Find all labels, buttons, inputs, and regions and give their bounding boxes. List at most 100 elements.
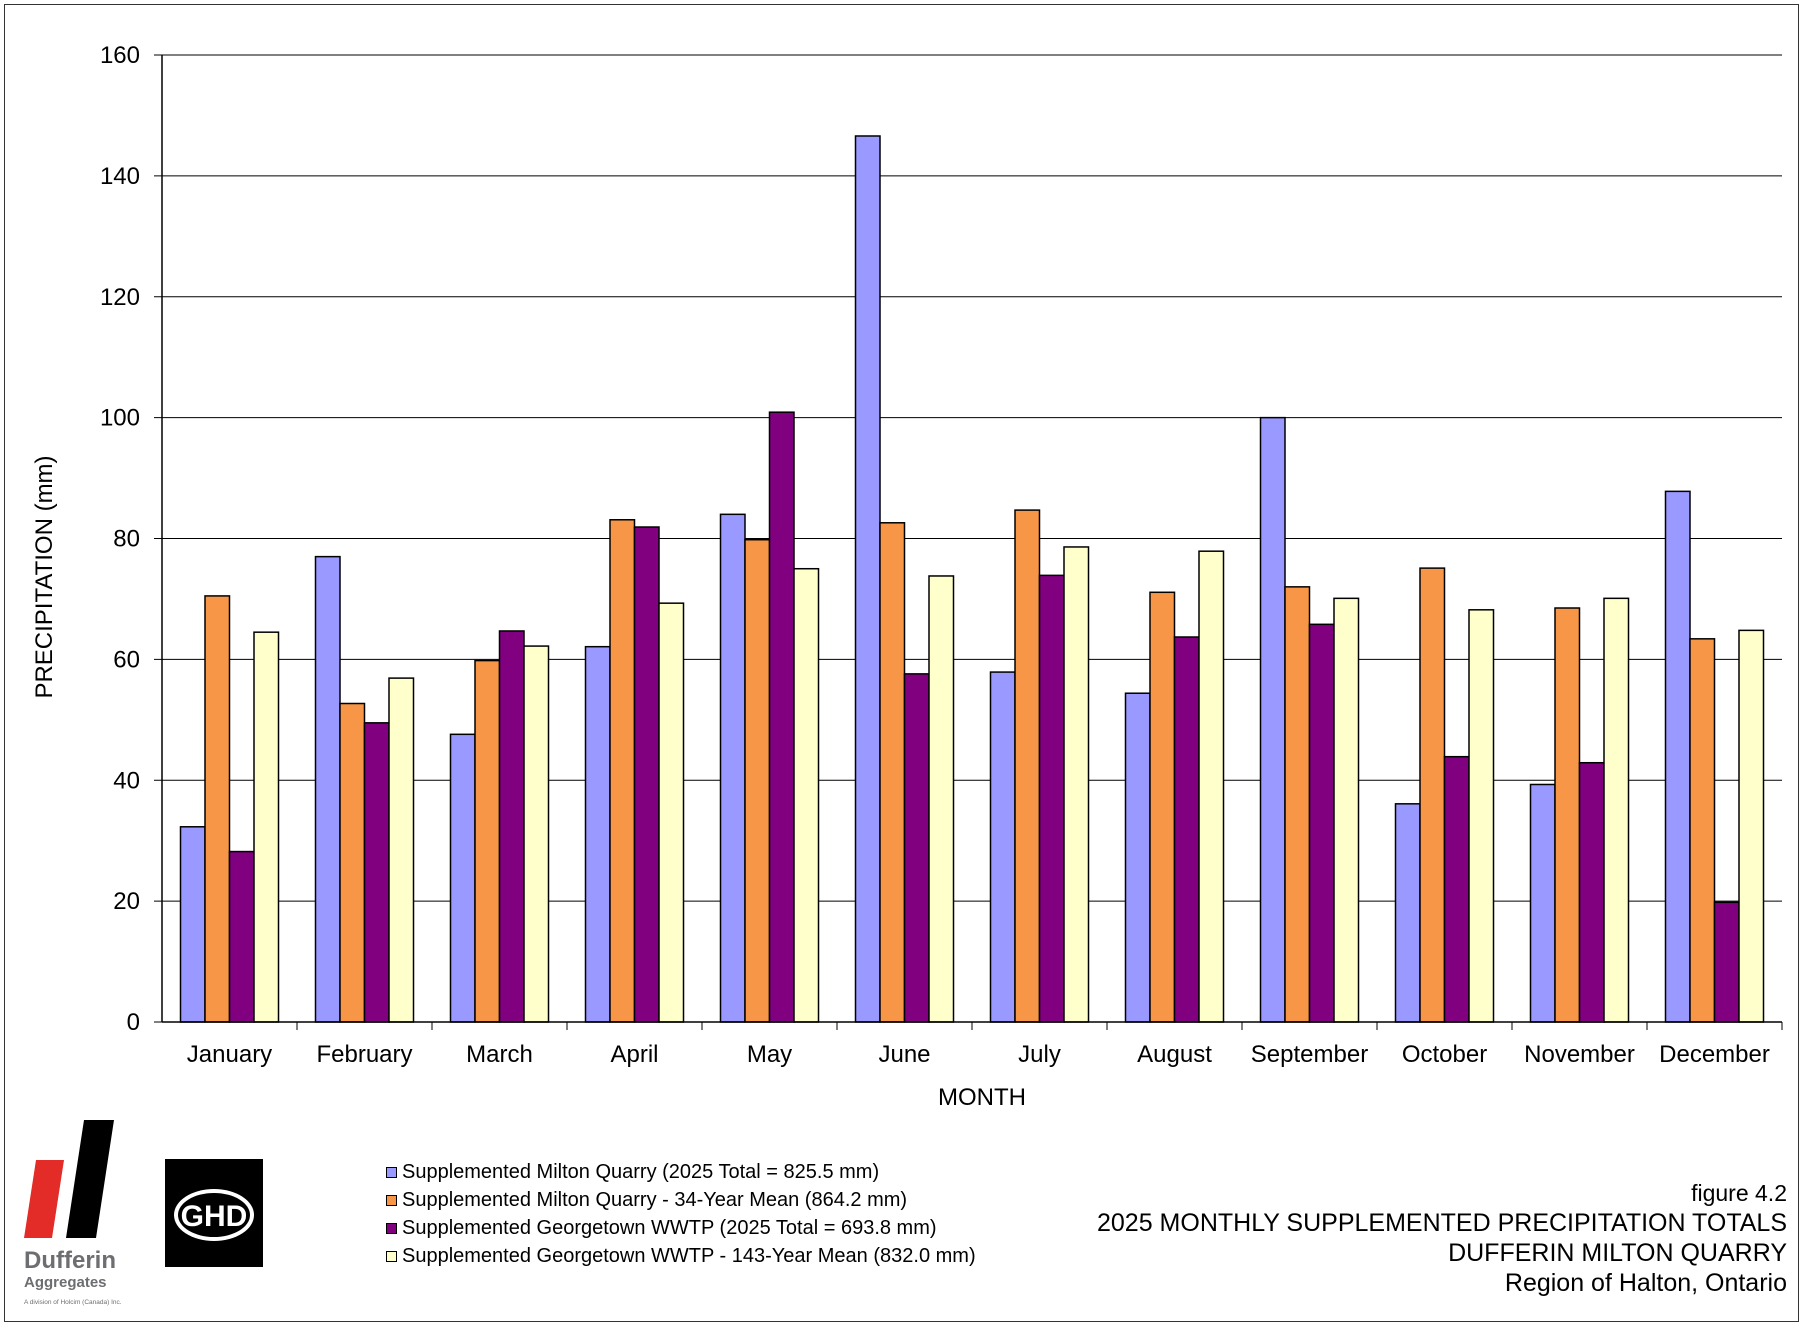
legend-item: Supplemented Milton Quarry (2025 Total =… [386, 1158, 976, 1186]
legend-swatch [386, 1194, 397, 1206]
legend-item: Supplemented Georgetown WWTP (2025 Total… [386, 1214, 976, 1242]
y-tick-label: 160 [100, 42, 140, 69]
bar [989, 671, 1016, 1023]
bar [719, 513, 746, 1023]
ghd-logo: GHD [165, 1159, 263, 1267]
legend-swatch [386, 1222, 397, 1234]
bar [204, 595, 231, 1023]
bar [1308, 623, 1335, 1023]
bar [363, 722, 390, 1023]
y-axis-label: PRECIPITATION (mm) [31, 455, 58, 698]
bar [1529, 783, 1556, 1023]
y-tick-label: 20 [113, 888, 140, 915]
bar [339, 702, 366, 1023]
y-tick-label: 60 [113, 646, 140, 673]
figure-frame [4, 4, 1799, 1322]
legend-swatch [386, 1250, 397, 1262]
bar [854, 135, 881, 1023]
bar [388, 677, 415, 1023]
bar [523, 645, 550, 1023]
y-tick-label: 100 [100, 405, 140, 432]
bar [1419, 567, 1446, 1023]
bar [314, 555, 341, 1023]
legend-item: Supplemented Georgetown WWTP - 143-Year … [386, 1242, 976, 1270]
bar [1149, 591, 1176, 1023]
x-tick-label: April [610, 1041, 658, 1068]
bar [179, 826, 206, 1023]
bar [1738, 629, 1765, 1023]
bar [1198, 550, 1225, 1023]
bar [498, 630, 525, 1023]
bar [793, 567, 820, 1023]
y-tick-label: 80 [113, 526, 140, 553]
caption-title: 2025 MONTHLY SUPPLEMENTED PRECIPITATION … [1097, 1209, 1787, 1237]
bar [1124, 692, 1151, 1023]
bar [609, 519, 636, 1023]
x-tick-label: May [747, 1041, 792, 1068]
svg-text:Dufferin: Dufferin [24, 1247, 116, 1274]
bar [474, 659, 501, 1023]
y-tick-labels: 0 20 40 60 80 100 120 140 160 [100, 42, 140, 1036]
bar [449, 733, 476, 1023]
bar [1284, 586, 1311, 1023]
bar [1713, 901, 1740, 1023]
bar [1063, 546, 1090, 1023]
x-tick-label: December [1659, 1041, 1770, 1068]
y-tick-label: 40 [113, 767, 140, 794]
figure-caption: figure 4.2 2025 MONTHLY SUPPLEMENTED PRE… [1097, 1178, 1787, 1298]
x-tick-label: October [1402, 1041, 1487, 1068]
x-axis-label: MONTH [938, 1084, 1026, 1111]
bar [879, 522, 906, 1023]
svg-text:A division of Holcim (Canada): A division of Holcim (Canada) Inc. [24, 1299, 122, 1306]
legend-label: Supplemented Milton Quarry - 34-Year Mea… [402, 1188, 908, 1211]
bars [179, 135, 1765, 1023]
bar [928, 575, 955, 1023]
x-tick-label: July [1018, 1041, 1061, 1068]
gridlines [162, 54, 1782, 902]
bar [903, 673, 930, 1023]
bar [1443, 755, 1470, 1023]
bar [1333, 597, 1360, 1023]
legend-label: Supplemented Milton Quarry (2025 Total =… [402, 1160, 880, 1183]
dufferin-aggregates-logo: Dufferin Aggregates A division of Holcim… [24, 1120, 122, 1306]
legend-label: Supplemented Georgetown WWTP - 143-Year … [402, 1244, 976, 1267]
svg-text:Aggregates: Aggregates [24, 1274, 107, 1291]
bar [768, 411, 795, 1023]
y-tick-label: 140 [100, 163, 140, 190]
bar [633, 526, 660, 1023]
legend: Supplemented Milton Quarry (2025 Total =… [386, 1158, 976, 1270]
bar-chart: 0 20 40 60 80 100 120 140 160 January February Mar… [31, 42, 1783, 1111]
bar [1014, 509, 1041, 1023]
x-tick-label: August [1137, 1041, 1212, 1068]
x-tick-labels: January February March April May June July Augu… [187, 1041, 1770, 1068]
bar [1394, 803, 1421, 1023]
x-tick-label: February [316, 1041, 412, 1068]
y-tick-label: 0 [127, 1009, 140, 1036]
bar [1259, 416, 1286, 1023]
legend-label: Supplemented Georgetown WWTP (2025 Total… [402, 1216, 937, 1239]
bar [1578, 761, 1605, 1023]
bar [253, 631, 280, 1023]
caption-site: DUFFERIN MILTON QUARRY [1448, 1239, 1787, 1267]
x-tick-label: November [1524, 1041, 1635, 1068]
bar [1468, 609, 1495, 1023]
x-tick-label: January [187, 1041, 272, 1068]
axes [154, 54, 1783, 1030]
bar [1554, 607, 1581, 1023]
bar [1689, 638, 1716, 1023]
bar [1664, 490, 1691, 1023]
x-tick-label: June [878, 1041, 930, 1068]
legend-item: Supplemented Milton Quarry - 34-Year Mea… [386, 1186, 976, 1214]
bar [1603, 597, 1630, 1023]
x-tick-label: March [466, 1041, 533, 1068]
x-tick-label: September [1251, 1041, 1368, 1068]
bar [1038, 574, 1065, 1023]
figure-number: figure 4.2 [1691, 1180, 1787, 1206]
caption-region: Region of Halton, Ontario [1504, 1269, 1787, 1297]
bar [1173, 636, 1200, 1023]
svg-text:GHD: GHD [181, 1200, 248, 1233]
bar [658, 602, 685, 1023]
y-tick-label: 120 [100, 284, 140, 311]
bar [228, 850, 255, 1023]
legend-swatch [386, 1166, 397, 1178]
